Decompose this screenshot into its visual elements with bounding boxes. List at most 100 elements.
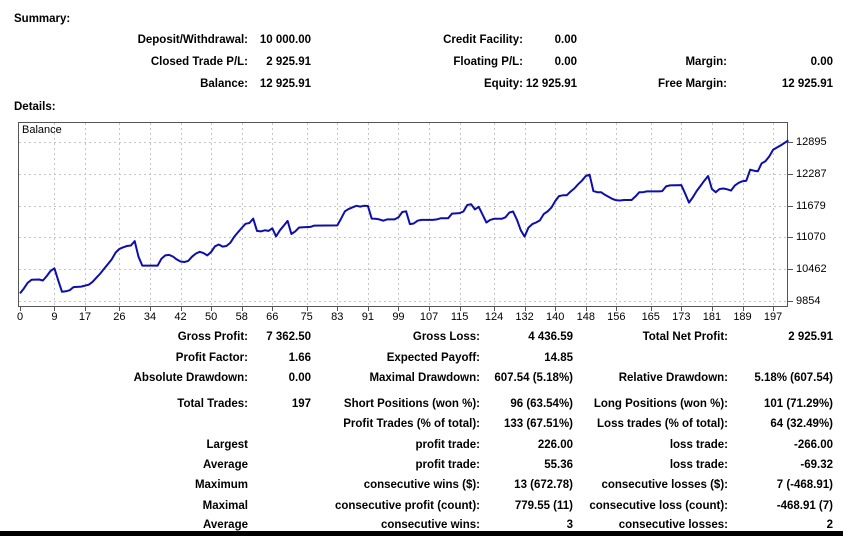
x-axis-tick-label: 91 — [361, 311, 374, 323]
stat-value: 1.66 — [288, 352, 311, 364]
stat-label: Maximal — [202, 500, 248, 512]
stat-value: 133 (67.51%) — [503, 418, 573, 430]
stat-label: loss trade: — [669, 459, 728, 471]
x-axis-tick-label: 189 — [733, 311, 752, 323]
details-row: Average profit trade: 55.36 loss trade: -69.… — [0, 458, 833, 472]
stat-value: 12 925.91 — [259, 78, 311, 90]
summary-heading: Summary: — [14, 13, 71, 25]
stat-label: Credit Facility: — [443, 34, 523, 46]
details-row: Profit Trades (% of total): 133 (67.51%) L… — [0, 417, 833, 431]
details-row: Absolute Drawdown: 0.00 Maximal Drawdown: 6… — [0, 371, 833, 385]
x-axis-tick-label: 124 — [484, 311, 504, 323]
y-axis-tick-label: 9854 — [796, 294, 821, 307]
stat-label: Equity: — [484, 78, 523, 90]
stat-label: Maximal Drawdown: — [369, 372, 480, 384]
stat-label: Gross Profit: — [177, 331, 248, 343]
x-axis-tick-label: 26 — [113, 311, 126, 323]
y-axis-tick-label: 11070 — [796, 231, 826, 244]
stat-label: Largest — [206, 439, 248, 451]
stat-label: consecutive wins: — [380, 519, 480, 531]
stat-value: 64 (32.49%) — [770, 418, 833, 430]
details-row: Profit Factor: 1.66 Expected Payoff: 14.85 — [0, 351, 833, 365]
x-axis-tick-label: 83 — [331, 311, 344, 323]
balance-chart-canvas — [18, 122, 793, 311]
y-axis-tick-label: 11679 — [796, 199, 826, 212]
stat-label: Average — [203, 519, 248, 531]
stat-value — [248, 438, 311, 452]
details-row: Total Trades: 197 Short Positions (won %):… — [0, 397, 833, 411]
stat-value — [727, 33, 833, 47]
y-axis-tick-label: 10462 — [796, 263, 827, 276]
stat-label: Average — [203, 459, 248, 471]
stat-label: loss trade: — [669, 439, 728, 451]
stat-value: -468.91 (7) — [776, 500, 833, 512]
x-axis-tick-label: 17 — [78, 311, 92, 323]
details-heading: Details: — [14, 101, 56, 113]
x-axis-tick-label: 9 — [51, 311, 58, 323]
stat-label — [577, 33, 727, 47]
stat-value: -69.32 — [800, 459, 833, 471]
stat-value: 197 — [291, 398, 311, 410]
x-axis-tick-label: 148 — [576, 311, 595, 323]
stat-value: 5.18% (607.54) — [754, 372, 833, 384]
x-axis-tick-label: 75 — [300, 311, 313, 323]
stat-value — [248, 478, 311, 492]
chart-title: Balance — [22, 124, 62, 136]
stat-label: Total Net Profit: — [642, 331, 728, 343]
stat-value — [728, 351, 833, 365]
stat-value: 607.54 (5.18%) — [494, 372, 573, 384]
stat-label: consecutive profit (count): — [334, 500, 480, 512]
stat-label: Relative Drawdown: — [618, 372, 728, 384]
stat-value — [248, 417, 311, 431]
stat-value: 2 925.91 — [788, 331, 833, 343]
stat-value: 10 000.00 — [259, 34, 311, 46]
stat-value: 7 362.50 — [266, 331, 311, 343]
x-axis-tick-label: 34 — [143, 311, 157, 323]
x-axis-tick-label: 42 — [174, 311, 187, 323]
details-row: Maximal consecutive profit (count): 779.55… — [0, 499, 833, 513]
stat-label: consecutive losses: — [618, 519, 728, 531]
stat-label: Long Positions (won %): — [593, 398, 728, 410]
balance-line — [19, 139, 789, 295]
stat-label: Closed Trade P/L: — [150, 56, 248, 68]
stat-label: consecutive losses ($): — [601, 479, 728, 491]
x-axis-tick-label: 58 — [235, 311, 248, 323]
x-axis-tick-label: 165 — [641, 311, 660, 323]
x-axis-tick-label: 140 — [546, 311, 565, 323]
summary-row: Deposit/Withdrawal: 10 000.00 Credit Facil… — [0, 33, 833, 47]
stat-label: Short Positions (won %): — [343, 398, 480, 410]
stat-label: consecutive wins ($): — [363, 479, 480, 491]
stat-value: 0.00 — [554, 56, 577, 68]
stat-value: -266.00 — [793, 439, 833, 451]
stat-label: Gross Loss: — [412, 331, 480, 343]
stat-label: Floating P/L: — [453, 56, 523, 68]
stat-value: 2 — [826, 519, 833, 531]
bottom-divider — [0, 531, 843, 536]
details-row: Maximum consecutive wins ($): 13 (672.78) c… — [0, 478, 833, 492]
stat-label: profit trade: — [415, 439, 480, 451]
x-axis-tick-label: 181 — [702, 311, 722, 323]
x-axis-tick-label: 173 — [672, 311, 691, 323]
stat-value — [248, 458, 311, 472]
stat-value: 12 925.91 — [525, 78, 577, 90]
stat-value — [248, 518, 311, 532]
stat-label: Expected Payoff: — [386, 352, 480, 364]
x-axis-tick-label: 132 — [515, 311, 534, 323]
stat-value: 101 (71.29%) — [763, 398, 833, 410]
stat-label: consecutive loss (count): — [589, 500, 728, 512]
stat-value: 0.00 — [288, 372, 311, 384]
stat-label: Margin: — [685, 56, 727, 68]
y-axis-tick-label: 12287 — [796, 167, 827, 180]
stat-label: profit trade: — [415, 459, 480, 471]
details-row: Gross Profit: 7 362.50 Gross Loss: 4 436.59… — [0, 330, 833, 344]
x-axis-tick-label: 99 — [392, 311, 405, 323]
summary-row: Closed Trade P/L: 2 925.91 Floating P/L: 0.… — [0, 55, 833, 69]
y-axis-tick-label: 12895 — [796, 135, 827, 148]
stat-value: 13 (672.78) — [514, 479, 573, 491]
stat-value: 55.36 — [544, 459, 573, 471]
stat-value: 0.00 — [554, 34, 577, 46]
stat-value: 14.85 — [544, 352, 573, 364]
x-axis-tick-label: 50 — [205, 311, 218, 323]
stat-value: 7 (-468.91) — [776, 479, 833, 491]
